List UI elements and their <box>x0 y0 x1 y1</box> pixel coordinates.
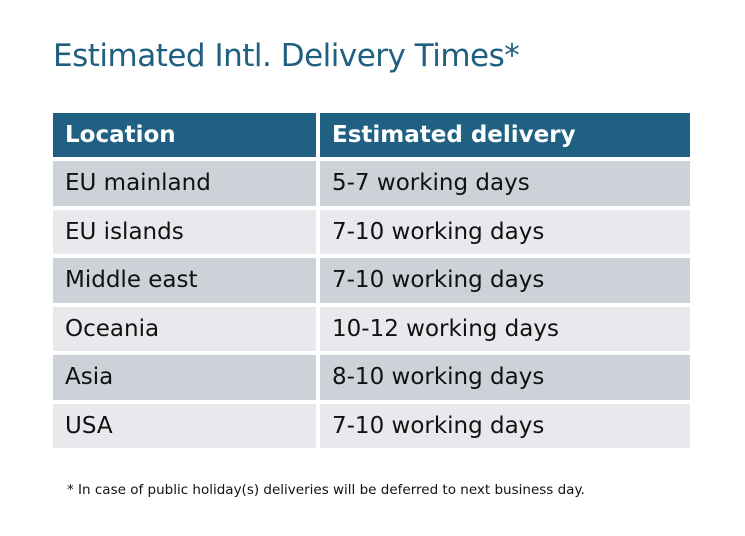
delivery-cell: 5-7 working days <box>320 161 690 206</box>
header-estimated-delivery: Estimated delivery <box>320 113 690 157</box>
location-cell: Middle east <box>53 258 316 303</box>
delivery-cell: 7-10 working days <box>320 209 690 254</box>
delivery-cell: 7-10 working days <box>320 403 690 448</box>
location-cell: EU islands <box>53 209 316 254</box>
table-row: EU mainland 5-7 working days <box>53 161 690 206</box>
header-location: Location <box>53 113 316 157</box>
table-row: Oceania 10-12 working days <box>53 306 690 351</box>
delivery-cell: 7-10 working days <box>320 258 690 303</box>
table-row: Asia 8-10 working days <box>53 355 690 400</box>
footnote: * In case of public holiday(s) deliverie… <box>67 482 585 498</box>
table-row: Middle east 7-10 working days <box>53 258 690 303</box>
location-cell: Oceania <box>53 306 316 351</box>
delivery-cell: 8-10 working days <box>320 355 690 400</box>
location-cell: Asia <box>53 355 316 400</box>
location-cell: EU mainland <box>53 161 316 206</box>
delivery-table: Location Estimated delivery EU mainland … <box>49 109 694 452</box>
location-cell: USA <box>53 403 316 448</box>
page-title: Estimated Intl. Delivery Times* <box>53 38 520 74</box>
delivery-cell: 10-12 working days <box>320 306 690 351</box>
table-header-row: Location Estimated delivery <box>53 113 690 157</box>
table-row: USA 7-10 working days <box>53 403 690 448</box>
table-row: EU islands 7-10 working days <box>53 209 690 254</box>
